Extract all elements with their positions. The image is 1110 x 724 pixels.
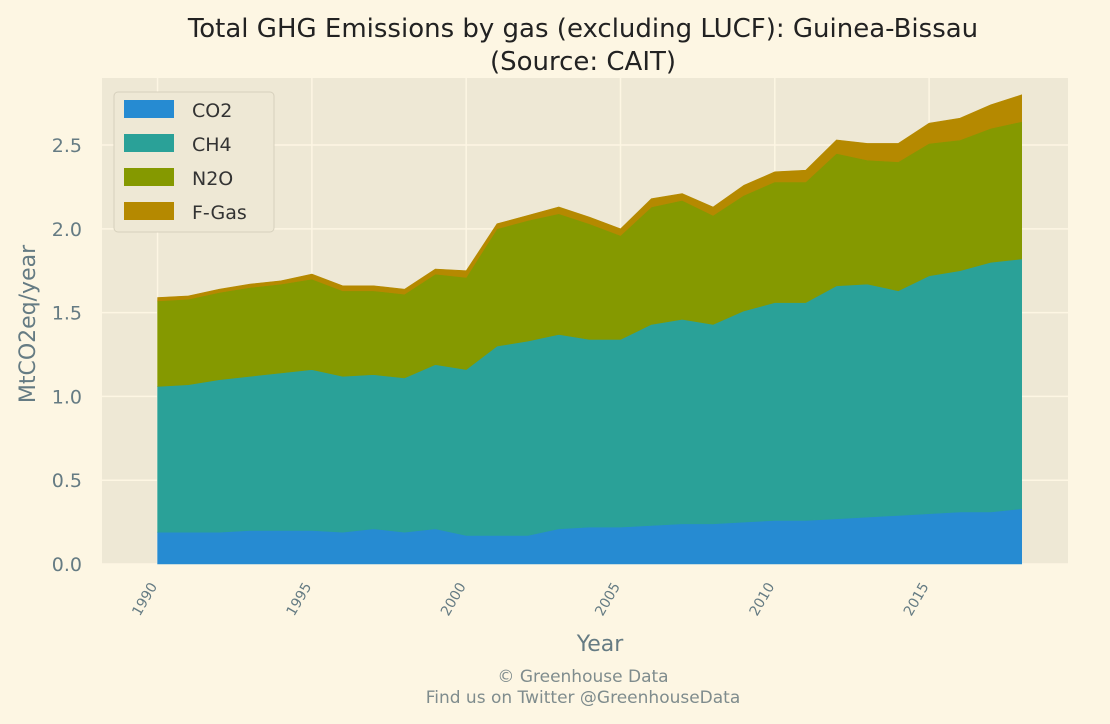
area-series (157, 94, 1022, 565)
y-tick-label: 2.0 (52, 219, 82, 241)
x-tick-label: 2010 (747, 580, 779, 619)
area-f-gas (157, 94, 1022, 302)
credit-twitter: Find us on Twitter @GreenhouseData (426, 688, 741, 708)
legend-swatch-n2o (124, 168, 174, 186)
x-axis-ticks: 1990 1995 2000 2005 2010 2015 (129, 580, 932, 619)
legend-label-f-gas: F-Gas (192, 202, 247, 224)
x-tick-label: 2005 (592, 580, 624, 619)
legend-swatch-f-gas (124, 202, 174, 220)
x-axis-label: Year (576, 632, 625, 657)
legend-box (113, 91, 275, 233)
x-tick-label: 2015 (901, 580, 933, 619)
legend-label-n2o: N2O (192, 168, 233, 190)
y-axis-ticks: 0.0 0.5 1.0 1.5 2.0 2.5 (52, 135, 82, 576)
y-tick-label: 0.0 (52, 554, 82, 576)
y-tick-label: 2.5 (52, 135, 82, 157)
y-tick-label: 1.0 (52, 386, 82, 408)
chart-subtitle: (Source: CAIT) (490, 47, 676, 77)
x-tick-label: 1995 (284, 580, 316, 619)
legend-label-ch4: CH4 (192, 134, 232, 156)
legend-swatch-ch4 (124, 134, 174, 152)
y-tick-label: 0.5 (52, 470, 82, 492)
y-axis-label: MtCO2eq/year (16, 244, 41, 403)
credit-copyright: © Greenhouse Data (497, 667, 668, 687)
y-tick-label: 1.5 (52, 303, 82, 325)
x-tick-label: 2000 (438, 580, 470, 619)
x-tick-label: 1990 (129, 580, 161, 619)
legend-label-co2: CO2 (192, 100, 232, 122)
legend-swatch-co2 (124, 100, 174, 118)
chart-title: Total GHG Emissions by gas (excluding LU… (187, 14, 978, 44)
legend: CO2 CH4 N2O F-Gas (113, 91, 275, 233)
